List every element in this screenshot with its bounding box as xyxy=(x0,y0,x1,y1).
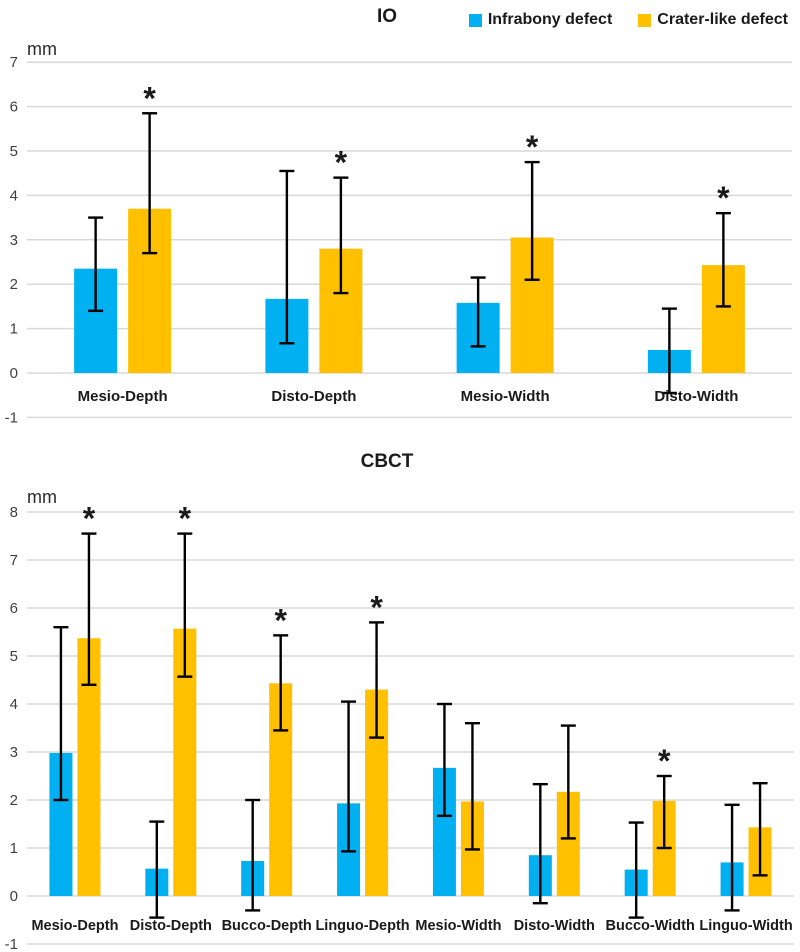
io-plot-area: 7 6 5 4 3 2 1 0 -1 * * * * Mesio-Depth Disto-Depth Mesi… xyxy=(5,54,792,426)
significance-asterisk: * xyxy=(526,129,539,165)
legend-swatch-icon xyxy=(468,13,482,27)
y-axis-tick-label: 7 xyxy=(10,54,18,71)
y-axis-tick-label: 3 xyxy=(10,232,18,249)
bar xyxy=(432,767,456,896)
x-axis-category-label: Mesio-Width xyxy=(461,388,550,405)
cbct-chart-title: CBCT xyxy=(360,451,414,472)
y-axis-tick-label: 6 xyxy=(10,99,18,116)
bar xyxy=(556,791,580,896)
x-axis-category-label: Linguo-Depth xyxy=(315,918,409,934)
significance-asterisk: * xyxy=(370,589,383,625)
io-chart-title: IO xyxy=(376,6,398,27)
y-axis-tick-label: 8 xyxy=(10,504,18,521)
x-axis-category-label: Disto-Depth xyxy=(130,918,212,934)
significance-asterisk: * xyxy=(335,145,348,181)
io-unit-label: mm xyxy=(27,39,57,59)
legend-item: Crater-like defect xyxy=(638,11,788,29)
y-axis-tick-label: 7 xyxy=(10,552,18,569)
legend-item: Infrabony defect xyxy=(468,11,613,29)
x-axis-category-label: Bucco-Width xyxy=(606,918,695,934)
y-axis-tick-label: 1 xyxy=(10,840,18,857)
significance-asterisk: * xyxy=(658,743,671,779)
y-axis-tick-label: 5 xyxy=(10,648,18,665)
y-axis-tick-label: 2 xyxy=(10,792,18,809)
x-axis-category-label: Linguo-Width xyxy=(699,918,792,934)
x-axis-category-label: Disto-Width xyxy=(654,388,738,405)
y-axis-tick-label: 6 xyxy=(10,600,18,617)
legend-label: Infrabony defect xyxy=(487,11,613,28)
significance-asterisk: * xyxy=(717,180,730,216)
x-axis-category-label: Mesio-Depth xyxy=(31,918,118,934)
y-axis-tick-label: 4 xyxy=(10,187,18,204)
x-axis-category-label: Mesio-Depth xyxy=(78,388,168,405)
y-axis-tick-label: 3 xyxy=(10,744,18,761)
bar xyxy=(365,689,389,896)
legend-label: Crater-like defect xyxy=(657,11,788,28)
significance-asterisk: * xyxy=(179,501,192,537)
y-axis-tick-label: -1 xyxy=(5,936,18,952)
x-axis-category-label: Disto-Width xyxy=(514,918,595,934)
y-axis-tick-label: 0 xyxy=(10,888,18,905)
y-axis-tick-label: 0 xyxy=(10,365,18,382)
x-axis-category-label: Disto-Depth xyxy=(271,388,356,405)
significance-asterisk: * xyxy=(274,602,287,638)
bar xyxy=(269,683,293,896)
y-axis-tick-label: 4 xyxy=(10,696,18,713)
bar xyxy=(173,628,197,896)
x-axis-category-label: Bucco-Depth xyxy=(222,918,312,934)
bar xyxy=(49,752,73,896)
cbct-plot-area: 8 7 6 5 4 3 2 1 0 -1 * * * * * Mesio-Depth Disto-Depth Bu… xyxy=(5,501,794,952)
bar xyxy=(77,638,101,896)
significance-asterisk: * xyxy=(143,80,156,116)
legend-swatch-icon xyxy=(638,13,652,27)
x-axis-category-label: Mesio-Width xyxy=(415,918,501,934)
cbct-unit-label: mm xyxy=(27,487,57,507)
y-axis-tick-label: -1 xyxy=(5,409,18,426)
significance-asterisk: * xyxy=(83,501,96,537)
y-axis-tick-label: 5 xyxy=(10,143,18,160)
y-axis-tick-label: 2 xyxy=(10,276,18,293)
legend: Infrabony defect Crater-like defect xyxy=(468,11,788,29)
y-axis-tick-label: 1 xyxy=(10,321,18,338)
